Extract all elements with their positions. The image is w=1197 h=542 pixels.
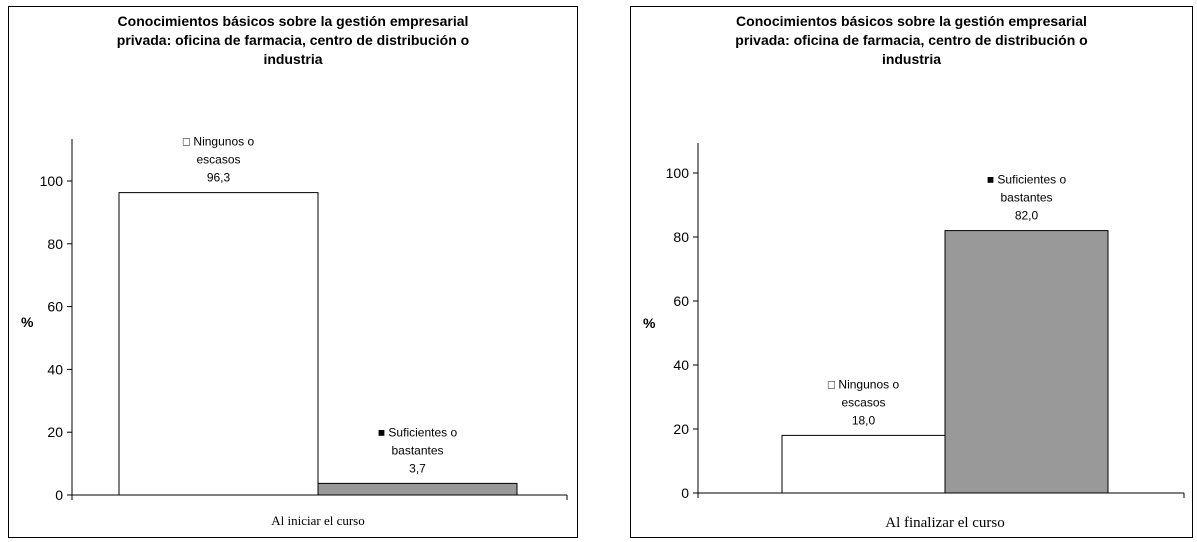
chart-title-line: privada: oficina de farmacia, centro de … <box>116 32 470 48</box>
y-tick-label: 80 <box>673 229 689 245</box>
y-axis-label: % <box>21 314 34 330</box>
bar <box>317 482 518 496</box>
y-tick-label: 20 <box>47 424 63 440</box>
bar-data-label: ■ Suficientes o bastantes 3,7 <box>378 425 458 475</box>
y-tick-label: 0 <box>681 485 689 501</box>
bar-data-label: ■ Suficientes o bastantes 82,0 <box>987 173 1067 223</box>
y-tick-label: 100 <box>40 173 64 189</box>
chart-panel-initial: Conocimientos básicos sobre la gestión e… <box>8 6 578 538</box>
y-tick-label: 0 <box>55 487 63 503</box>
y-tick-label: 100 <box>666 165 690 181</box>
bar-data-label: □ Ningunos o escasos 96,3 <box>183 135 255 185</box>
y-tick-label: 40 <box>47 361 63 377</box>
y-tick-label: 20 <box>673 421 689 437</box>
bar-chart-initial: 0 20 40 60 80 100% □ Ningunos o escasos 96,3 ■ Su… <box>21 135 568 528</box>
bar <box>118 192 319 496</box>
bar-chart-final: 0 20 40 60 80 100% □ Ningunos o escasos 18,0 ■ Su… <box>643 143 1185 531</box>
y-tick-label: 40 <box>673 357 689 373</box>
chart-title-line: Conocimientos básicos sobre la gestión e… <box>736 13 1087 29</box>
chart-title-line: privada: oficina de farmacia, centro de … <box>735 32 1088 48</box>
bar <box>781 434 946 494</box>
y-axis-label: % <box>643 315 656 331</box>
chart-title: Conocimientos básicos sobre la gestión e… <box>631 12 1192 69</box>
y-tick-label: 60 <box>47 299 63 315</box>
bar <box>944 230 1109 494</box>
chart-title-line: industria <box>881 51 942 67</box>
x-category-label: Al finalizar el curso <box>885 515 1005 531</box>
chart-title-line: Conocimientos básicos sobre la gestión e… <box>117 13 469 29</box>
bar-data-label: □ Ningunos o escasos 18,0 <box>828 377 900 427</box>
y-tick-label: 80 <box>47 236 63 252</box>
chart-panel-final: Conocimientos básicos sobre la gestión e… <box>630 6 1193 538</box>
y-tick-label: 60 <box>673 293 689 309</box>
chart-title-line: industria <box>263 51 323 67</box>
chart-title: Conocimientos básicos sobre la gestión e… <box>9 12 577 69</box>
x-category-label: Al iniciar el curso <box>271 513 365 528</box>
